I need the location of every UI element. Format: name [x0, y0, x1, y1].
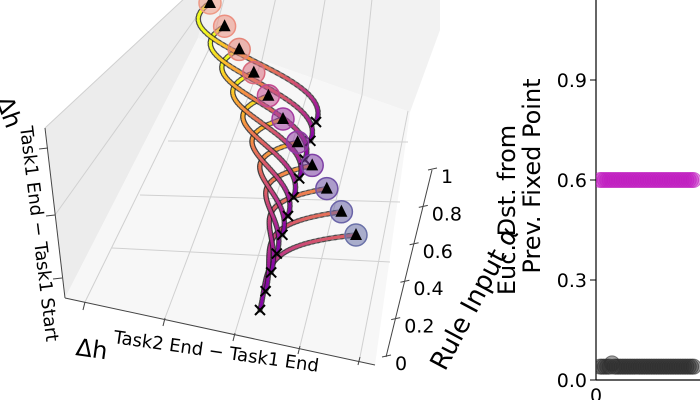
z-tick-mark: [381, 354, 392, 358]
fixed-point-triangle-marker: [233, 42, 246, 55]
x-tick-mark: [357, 356, 361, 366]
start-cross-marker: [265, 266, 277, 279]
right-panel: 0.0 0.3 0.6 0.9 0 Euc. Dst. from Prev. Fixe…: [493, 0, 700, 400]
grid-line: [261, 0, 276, 61]
y-tick-mark: [52, 277, 63, 280]
fixed-point-triangle-marker: [291, 135, 304, 148]
grid-line: [139, 194, 401, 203]
pane-left: [45, 0, 208, 298]
y-tick-marks: [38, 147, 63, 280]
fixed-point-triangle-marker: [262, 88, 275, 101]
fixed-point-triangle-marker: [277, 112, 289, 124]
right-x-tick-label-0: 0: [590, 385, 602, 400]
fixed-point-triangle-marker: [204, 0, 216, 8]
y-tick-mark: [38, 147, 49, 150]
pane-floor: [65, 38, 410, 365]
z-tick-labels: 0 0.2 0.4 0.6 0.8 1: [395, 166, 462, 375]
pane-back: [198, 0, 440, 112]
fixed-point-triangle-marker: [320, 181, 333, 194]
z-tick-label: 0.6: [423, 241, 453, 263]
z-tick-label: 0.8: [432, 203, 462, 225]
x-tick-marks: [82, 301, 361, 366]
grid-line: [359, 110, 409, 358]
grid-line: [44, 0, 184, 129]
fixed-point-triangle-marker: [335, 204, 348, 217]
right-y-axis-label-line2: Prev. Fixed Point: [518, 78, 546, 273]
y-axis-line: [44, 127, 66, 299]
x-axis-label-main: Δh: [74, 333, 109, 365]
grid-line: [311, 0, 326, 79]
grid-line: [361, 0, 373, 96]
z-tick-mark: [427, 167, 438, 171]
z-axis: [381, 167, 438, 358]
grid-line: [84, 42, 213, 303]
grid-line: [111, 247, 391, 263]
fixed-point-triangle-marker: [247, 65, 260, 78]
z-axis-line: [385, 169, 433, 358]
z-tick-label: 0.4: [413, 278, 443, 300]
start-cross-marker: [293, 172, 305, 185]
start-cross-marker: [254, 304, 266, 316]
y-tick-mark: [45, 214, 56, 217]
right-y-tick-label: 0.3: [557, 270, 587, 292]
x-tick-mark: [82, 301, 86, 311]
3d-panes: [45, 0, 440, 365]
start-cross-marker: [276, 229, 289, 241]
right-y-tick-label: 0.9: [557, 70, 587, 92]
z-tick-mark: [418, 204, 428, 208]
grid-line: [164, 59, 263, 319]
x-tick-mark: [162, 317, 166, 327]
z-tick-mark: [409, 242, 419, 246]
z-tick-mark: [391, 317, 401, 321]
right-scatter-point: [685, 358, 700, 375]
start-cross-marker: [287, 191, 300, 203]
fixed-point-triangle-marker: [350, 228, 362, 240]
x-axis-line: [64, 297, 376, 366]
z-tick-label: 1: [441, 166, 453, 188]
start-cross-marker: [271, 247, 283, 260]
grid-line: [299, 94, 363, 347]
start-cross-marker: [310, 116, 322, 128]
fixed-point-triangle-marker: [306, 158, 319, 171]
right-scatter-points: [596, 172, 700, 375]
right-y-tick-label: 0.6: [557, 170, 587, 192]
right-scatter-point: [685, 172, 700, 188]
z-tick-mark: [400, 279, 410, 283]
right-y-ticks: 0.0 0.3 0.6 0.9: [557, 70, 596, 392]
z-tick-label: 0: [395, 353, 407, 375]
fixed-point-triangle-marker: [218, 19, 231, 32]
z-tick-label: 0.2: [404, 316, 434, 338]
start-cross-marker: [282, 210, 294, 222]
grid-line: [54, 4, 206, 216]
right-y-tick-label: 0.0: [557, 370, 587, 392]
x-tick-mark: [232, 332, 236, 342]
right-y-axis-label-line1: Euc. Dst. from: [493, 125, 521, 295]
x-tick-mark: [297, 345, 301, 355]
trajectory-markers: [198, 0, 368, 316]
start-cross-marker: [259, 285, 272, 297]
